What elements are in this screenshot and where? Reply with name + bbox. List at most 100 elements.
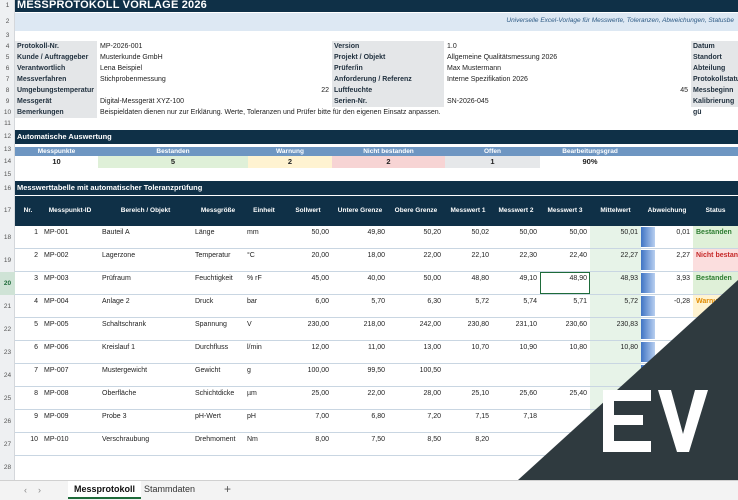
row-number[interactable]: 22 xyxy=(3,326,12,333)
cell-og[interactable]: 100,50 xyxy=(419,367,441,374)
cell-einheit[interactable]: g xyxy=(247,367,251,374)
cell-og[interactable]: 50,20 xyxy=(423,229,441,236)
row-number[interactable]: 3 xyxy=(5,32,10,39)
cell-nr[interactable]: 6 xyxy=(34,344,38,351)
cell-m3[interactable]: 10,80 xyxy=(569,344,587,351)
tab-messprotokoll[interactable]: Messprotokoll xyxy=(68,481,142,499)
row-number[interactable]: 19 xyxy=(3,257,12,264)
cell-og[interactable]: 50,00 xyxy=(423,275,441,282)
row-number[interactable]: 17 xyxy=(3,207,12,214)
row-number[interactable]: 9 xyxy=(5,98,10,105)
cell-soll[interactable]: 7,00 xyxy=(315,413,329,420)
cell-id[interactable]: MP-010 xyxy=(44,436,69,443)
cell-id[interactable]: MP-009 xyxy=(44,413,69,420)
cell-abw[interactable]: 3,93 xyxy=(641,272,693,294)
cell-m2[interactable]: 231,10 xyxy=(515,321,537,328)
row-number[interactable]: 5 xyxy=(5,54,10,61)
cell-m2[interactable]: 49,10 xyxy=(519,275,537,282)
row-number[interactable]: 6 xyxy=(5,65,10,72)
info-value[interactable]: Digital-Messgerät XYZ-100 xyxy=(100,98,185,105)
row-number[interactable]: 11 xyxy=(4,120,11,127)
info-value[interactable]: 1.0 xyxy=(447,43,457,50)
cell-groesse[interactable]: Durchfluss xyxy=(195,344,229,351)
cell-m1[interactable]: 50,02 xyxy=(471,229,489,236)
cell-einheit[interactable]: mm xyxy=(247,229,259,236)
cell-einheit[interactable]: Nm xyxy=(247,436,258,443)
row-number[interactable]: 25 xyxy=(3,395,12,402)
cell-mw[interactable]: 230,83 xyxy=(590,318,641,340)
cell-status[interactable]: Bestanden xyxy=(693,272,738,294)
cell-soll[interactable]: 25,00 xyxy=(311,390,329,397)
cell-m2[interactable]: 25,60 xyxy=(519,390,537,397)
row-number[interactable]: 28 xyxy=(3,464,12,471)
row-number[interactable]: 14 xyxy=(3,158,12,165)
cell-bereich[interactable]: Bauteil A xyxy=(102,229,130,236)
row-number[interactable]: 21 xyxy=(3,303,12,310)
tab-stammdaten[interactable]: Stammdaten xyxy=(144,484,196,494)
cell-id[interactable]: MP-004 xyxy=(44,298,69,305)
cell-abw[interactable]: -0,28 xyxy=(641,295,693,317)
cell-status[interactable]: Bestanden xyxy=(693,226,738,248)
cell-mw[interactable]: 50,01 xyxy=(590,226,641,248)
row-number[interactable]: 4 xyxy=(5,43,10,50)
cell-m1[interactable]: 7,15 xyxy=(475,413,489,420)
cell-id[interactable]: MP-005 xyxy=(44,321,69,328)
row-number[interactable]: 8 xyxy=(5,87,10,94)
cell-groesse[interactable]: Druck xyxy=(195,298,214,305)
row-number[interactable]: 16 xyxy=(3,185,12,192)
info-value[interactable]: Lena Beispiel xyxy=(100,65,143,72)
cell-m1[interactable]: 230,80 xyxy=(467,321,489,328)
cell-m1[interactable]: 5,72 xyxy=(475,298,489,305)
cell-id[interactable]: MP-002 xyxy=(44,252,69,259)
row-number[interactable]: 7 xyxy=(5,76,10,83)
row-number[interactable]: 18 xyxy=(3,234,12,241)
cell-og[interactable]: 242,00 xyxy=(419,321,441,328)
cell-m2[interactable]: 22,30 xyxy=(519,252,537,259)
cell-groesse[interactable]: Temperatur xyxy=(195,252,231,259)
cell-og[interactable]: 22,00 xyxy=(423,252,441,259)
tab-scroll-right-icon[interactable]: › xyxy=(38,485,41,495)
cell-og[interactable]: 8,50 xyxy=(427,436,441,443)
tab-scroll-left-icon[interactable]: ‹ xyxy=(24,485,27,495)
cell-nr[interactable]: 5 xyxy=(34,321,38,328)
cell-abw[interactable] xyxy=(641,318,693,340)
info-value[interactable]: 22 xyxy=(321,87,329,94)
cell-m3[interactable]: 22,40 xyxy=(569,252,587,259)
cell-bereich[interactable]: Lagerzone xyxy=(102,252,136,259)
info-value[interactable]: Beispieldaten dienen nur zur Erklärung. … xyxy=(100,109,441,116)
cell-nr[interactable]: 4 xyxy=(34,298,38,305)
cell-einheit[interactable]: l/min xyxy=(247,344,262,351)
row-number[interactable]: 1 xyxy=(5,2,10,9)
cell-ug[interactable]: 11,00 xyxy=(368,344,385,351)
cell-bereich[interactable]: Prüfraum xyxy=(102,275,131,282)
cell-nr[interactable]: 2 xyxy=(34,252,38,259)
cell-soll[interactable]: 8,00 xyxy=(315,436,329,443)
cell-og[interactable]: 13,00 xyxy=(423,344,441,351)
info-value[interactable]: 45 xyxy=(680,87,688,94)
row-number[interactable]: 12 xyxy=(3,133,12,140)
cell-ug[interactable]: 22,00 xyxy=(367,390,385,397)
cell-og[interactable]: 7,20 xyxy=(427,413,441,420)
cell-einheit[interactable]: % rF xyxy=(247,275,262,282)
cell-id[interactable]: MP-003 xyxy=(44,275,69,282)
cell-nr[interactable]: 7 xyxy=(34,367,38,374)
row-number[interactable]: 2 xyxy=(5,18,10,25)
cell-m3[interactable]: 48,90 xyxy=(540,272,590,294)
cell-soll[interactable]: 100,00 xyxy=(307,367,329,374)
cell-m2[interactable]: 7,18 xyxy=(523,413,537,420)
cell-soll[interactable]: 45,00 xyxy=(311,275,329,282)
cell-ug[interactable]: 7,50 xyxy=(371,436,385,443)
row-number[interactable]: 26 xyxy=(3,418,12,425)
cell-soll[interactable]: 20,00 xyxy=(311,252,329,259)
cell-mw[interactable]: 48,93 xyxy=(590,272,641,294)
cell-mw[interactable]: 22,27 xyxy=(590,249,641,271)
cell-m3[interactable]: 50,00 xyxy=(569,229,587,236)
cell-ug[interactable]: 5,70 xyxy=(371,298,385,305)
cell-abw[interactable]: 0,01 xyxy=(641,226,693,248)
cell-nr[interactable]: 9 xyxy=(34,413,38,420)
cell-bereich[interactable]: Oberfläche xyxy=(102,390,137,397)
cell-m1[interactable]: 8,20 xyxy=(475,436,489,443)
cell-groesse[interactable]: Gewicht xyxy=(195,367,221,374)
cell-mw[interactable]: 10,80 xyxy=(590,341,641,363)
add-sheet-button[interactable]: + xyxy=(224,482,232,496)
